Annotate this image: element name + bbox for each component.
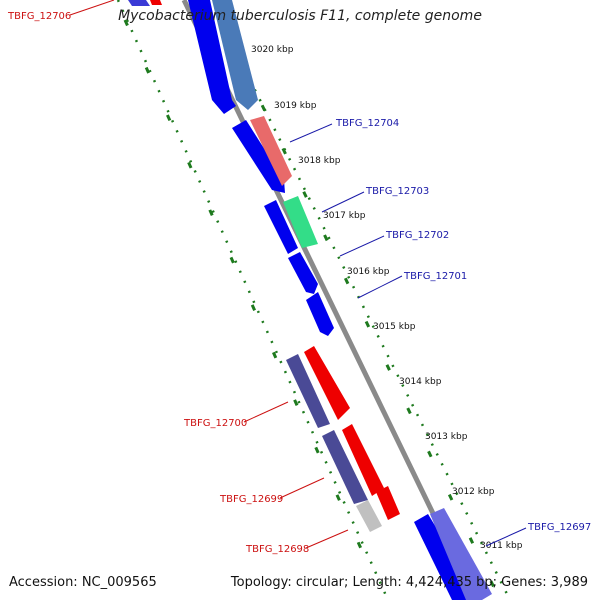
- label-leader: [339, 235, 385, 257]
- tick-label: 3011 kbp: [480, 541, 523, 551]
- gene-partial-top-red: [150, 0, 162, 5]
- tick-label: 3014 kbp: [399, 377, 442, 387]
- genome-backbone: [181, 0, 478, 600]
- gene-label-forward[interactable]: TBFG_12701: [403, 271, 467, 282]
- gene-label-forward[interactable]: TBFG_12703: [365, 186, 429, 197]
- label-leader: [69, 0, 115, 16]
- label-leader: [243, 401, 289, 423]
- tick-label: 3012 kbp: [452, 487, 495, 497]
- map-title: Mycobacterium tuberculosis F11, complete…: [118, 8, 482, 24]
- label-leader: [289, 123, 333, 143]
- gene-label-forward[interactable]: TBFG_12697: [527, 522, 591, 533]
- accession-text: Accession: NC_009565: [9, 575, 157, 590]
- gene-reverse-1-shade: [286, 354, 330, 428]
- gene-forward-1: [188, 0, 236, 114]
- tick-label: 3020 kbp: [251, 45, 294, 55]
- gene-label-forward[interactable]: TBFG_12704: [335, 118, 399, 129]
- tick-label: 3018 kbp: [298, 156, 341, 166]
- gene-label-reverse[interactable]: TBFG_12706: [7, 11, 71, 22]
- gene-forward-5: [306, 292, 334, 336]
- label-leader: [321, 191, 365, 213]
- topology-text: Topology: circular; Length: 4,424,435 bp…: [230, 575, 588, 590]
- label-leader: [485, 527, 527, 547]
- tick-label: 3013 kbp: [425, 432, 468, 442]
- gene-forward-1-shade: [212, 0, 258, 110]
- gene-label-reverse[interactable]: TBFG_12700: [183, 418, 247, 429]
- tick-label: 3015 kbp: [373, 322, 416, 332]
- gene-label-forward[interactable]: TBFG_12702: [385, 230, 449, 241]
- gene-forward-2-color: [250, 116, 292, 186]
- gene-forward-3: [264, 200, 298, 254]
- gene-reverse-2: [342, 424, 384, 496]
- gene-partial-top-blue: [128, 0, 150, 6]
- gene-reverse-3: [376, 486, 400, 520]
- gene-forward-4: [288, 252, 318, 294]
- gene-reverse-1: [304, 346, 350, 420]
- label-leader: [357, 275, 403, 299]
- gene-forward-2: [232, 120, 285, 193]
- gene-forward-3-color: [283, 196, 318, 248]
- tick-label: 3016 kbp: [347, 267, 390, 277]
- label-leader: [305, 529, 349, 549]
- tick-label: 3017 kbp: [323, 211, 366, 221]
- tick-label: 3019 kbp: [274, 101, 317, 111]
- gene-reverse-2-shade: [322, 430, 368, 504]
- label-leader: [279, 477, 325, 499]
- gene-reverse-3-grey: [356, 500, 382, 532]
- gene-label-reverse[interactable]: TBFG_12699: [219, 494, 283, 505]
- gene-label-reverse[interactable]: TBFG_12698: [245, 544, 309, 555]
- gene-forward-6-shade: [430, 508, 492, 600]
